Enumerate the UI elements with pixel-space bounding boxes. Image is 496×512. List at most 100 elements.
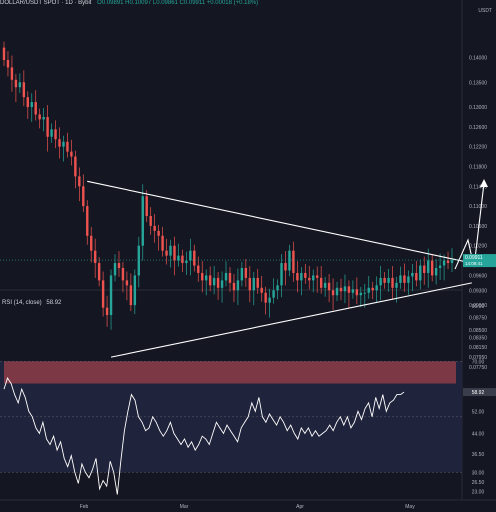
price-tick-label: 0.08750 <box>469 316 487 322</box>
symbol-header: DOLLAR/USDT SPOT · 1D · Bybit O0.09891 H… <box>0 0 258 6</box>
rsi-overbought-zone <box>4 361 456 384</box>
candle-body <box>109 275 113 316</box>
time-tick-feb: Feb <box>80 504 89 510</box>
candle-body <box>201 272 204 281</box>
candle-body <box>395 282 398 288</box>
candle-body <box>296 272 299 281</box>
price-tick-label: 0.09600 <box>469 273 487 279</box>
candle-body <box>62 141 65 147</box>
candle-body <box>268 297 271 303</box>
rsi-name: RSI (14, close) <box>2 300 42 306</box>
rsi-title[interactable]: RSI (14, close) 58.92 <box>2 300 61 306</box>
candle-body <box>129 285 133 306</box>
candle-body <box>371 287 374 291</box>
candle-body <box>193 250 196 266</box>
candle-body <box>272 290 275 298</box>
candle-body <box>93 250 97 264</box>
rsi-tick-label: 23.00 <box>472 490 485 496</box>
candle-body <box>165 250 168 256</box>
price-tick-label: 0.09000 <box>469 303 487 309</box>
candle-body <box>367 287 370 293</box>
rsi-tick-label: 26.50 <box>472 480 485 486</box>
rsi-value: 58.92 <box>46 300 62 306</box>
candle-body <box>240 268 244 281</box>
candle-body <box>351 289 355 293</box>
candle-body <box>343 286 347 292</box>
candle-body <box>153 225 156 231</box>
candle-body <box>208 275 212 286</box>
candle-body <box>10 67 14 80</box>
candle-body <box>70 151 73 157</box>
candle-body <box>6 60 10 68</box>
candle-body <box>323 282 327 288</box>
candle-body <box>359 292 363 296</box>
candle-body <box>117 263 121 268</box>
candle-body <box>434 268 438 276</box>
candle-body <box>2 47 6 60</box>
candle-body <box>363 292 366 294</box>
candle-body <box>78 176 81 187</box>
candle-body <box>169 245 172 256</box>
candle-body <box>232 282 236 291</box>
price-tick-label: 0.12600 <box>469 125 487 131</box>
candle-body <box>379 277 382 286</box>
candle-body <box>300 272 303 281</box>
candle-body <box>427 260 430 273</box>
time-tick-may: May <box>405 504 415 510</box>
candle-body <box>264 292 267 303</box>
candle-body <box>403 275 406 283</box>
candle-body <box>105 307 109 316</box>
candle-body <box>46 116 49 137</box>
candle-body <box>204 275 208 281</box>
candle-body <box>304 272 307 278</box>
candle-body <box>284 263 287 271</box>
candle-body <box>157 230 160 236</box>
price-tick-label: 0.08350 <box>469 335 487 341</box>
candle-body <box>446 260 450 264</box>
candle-body <box>244 268 248 278</box>
time-tick-apr: Apr <box>296 504 304 510</box>
candle-body <box>149 216 152 226</box>
candle-body <box>430 260 434 276</box>
candle-body <box>260 287 263 293</box>
current-price-countdown: 14:09:41 <box>465 261 483 266</box>
candle-body <box>58 139 61 147</box>
price-tick-label: 0.10200 <box>469 244 487 250</box>
candle-body <box>26 97 29 108</box>
candle-body <box>308 277 311 281</box>
candle-body <box>355 289 359 296</box>
candle-body <box>22 82 26 98</box>
candle-body <box>319 277 323 288</box>
candle-body <box>450 260 454 264</box>
candle-body <box>54 129 57 140</box>
price-tick-label: 0.13000 <box>469 105 487 111</box>
rsi-tick-label: 30.00 <box>472 470 485 476</box>
candle-body <box>181 255 184 264</box>
price-tick-label: 0.10600 <box>469 224 487 230</box>
candle-body <box>347 286 351 293</box>
candle-body <box>407 276 410 283</box>
candle-body <box>173 245 176 261</box>
candle-body <box>161 235 164 251</box>
trendline-lower <box>110 282 472 358</box>
current-price-tag <box>463 254 496 268</box>
candle-body <box>442 260 446 266</box>
candle-body <box>280 263 283 286</box>
rsi-tick-label: 52.00 <box>472 409 485 415</box>
candle-body <box>415 272 418 281</box>
candle-body <box>185 260 188 264</box>
arrow-head-icon <box>480 179 488 188</box>
candle-body <box>375 285 378 291</box>
symbol-label[interactable]: DOLLAR/USDT SPOT · 1D · Bybit <box>0 0 92 6</box>
candle-body <box>236 280 240 291</box>
price-tick-label: 0.12200 <box>469 145 487 151</box>
price-tick-label: 0.08150 <box>469 345 487 351</box>
candle-body <box>34 102 37 115</box>
rsi-tick-label: 90.00 <box>472 304 485 310</box>
price-tick-label: 0.11400 <box>469 184 487 190</box>
price-tick-label: 0.09300 <box>469 288 487 294</box>
currency-label[interactable]: USDT <box>478 8 492 14</box>
candle-body <box>121 268 125 281</box>
candle-body <box>419 265 422 281</box>
